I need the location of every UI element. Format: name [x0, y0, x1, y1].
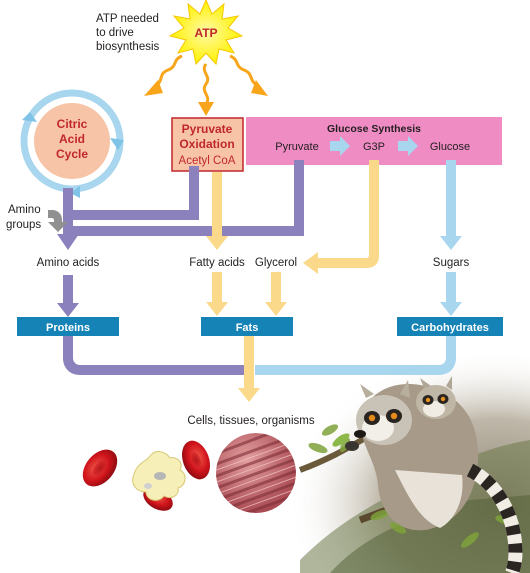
glucose-synthesis-box: Glucose Synthesis Pyruvate G3P Glucose [246, 117, 502, 165]
acetyl-coa-label: Acetyl CoA [179, 155, 236, 167]
gs-step-pyruvate: Pyruvate [275, 141, 318, 153]
proteins-label: Proteins [46, 322, 90, 334]
outcome-label: Cells, tissues, organisms [187, 415, 314, 427]
proteins-box: Proteins [17, 317, 119, 336]
amino-groups-label-2: groups [6, 219, 41, 231]
gs-step-glucose: Glucose [430, 141, 470, 153]
purple-pathway [57, 160, 304, 375]
fats-label: Fats [236, 322, 259, 334]
glycerol-label: Glycerol [255, 257, 297, 269]
pyruvate-oxidation-title-1: Pyruvate [182, 122, 233, 136]
carbohydrates-box: Carbohydrates [397, 317, 503, 336]
citric-label-3: Cycle [56, 147, 88, 161]
red-blood-cell-2 [181, 440, 211, 480]
atp-note-line-3: biosynthesis [96, 41, 160, 53]
atp-energy-arrows [154, 54, 259, 105]
atp-star: ATP [168, 0, 244, 66]
carbohydrates-label: Carbohydrates [411, 322, 489, 334]
fatty-acids-label: Fatty acids [189, 257, 245, 269]
gs-step-g3p: G3P [363, 141, 385, 153]
citric-acid-cycle: Citric Acid Cycle [20, 89, 124, 198]
gs-arrow-1 [330, 136, 350, 156]
amino-groups-arrow [48, 210, 68, 232]
gs-arrow-2 [398, 136, 418, 156]
white-blood-cell [132, 451, 186, 501]
amino-groups-label-1: Amino [8, 204, 41, 216]
pyruvate-oxidation-box: Pyruvate Oxidation Acetyl CoA [171, 117, 244, 172]
citric-label-1: Citric [57, 117, 88, 131]
amino-acids-label: Amino acids [37, 257, 100, 269]
red-blood-cell-1 [82, 449, 118, 487]
fats-box: Fats [201, 317, 293, 336]
atp-note-line-2: to drive [96, 27, 134, 39]
atp-note-line-1: ATP needed [96, 13, 159, 25]
lemur-photo [230, 330, 530, 573]
yellow-pathway [206, 160, 379, 402]
atp-label: ATP [194, 26, 217, 40]
blue-pathway [255, 160, 462, 375]
sugars-label: Sugars [433, 257, 470, 269]
citric-label-2: Acid [59, 132, 85, 146]
glucose-synthesis-title: Glucose Synthesis [327, 123, 421, 135]
atp-arrowheads [144, 80, 268, 116]
pyruvate-oxidation-title-2: Oxidation [179, 137, 234, 151]
atp-note: ATP needed to drive biosynthesis [96, 13, 160, 53]
